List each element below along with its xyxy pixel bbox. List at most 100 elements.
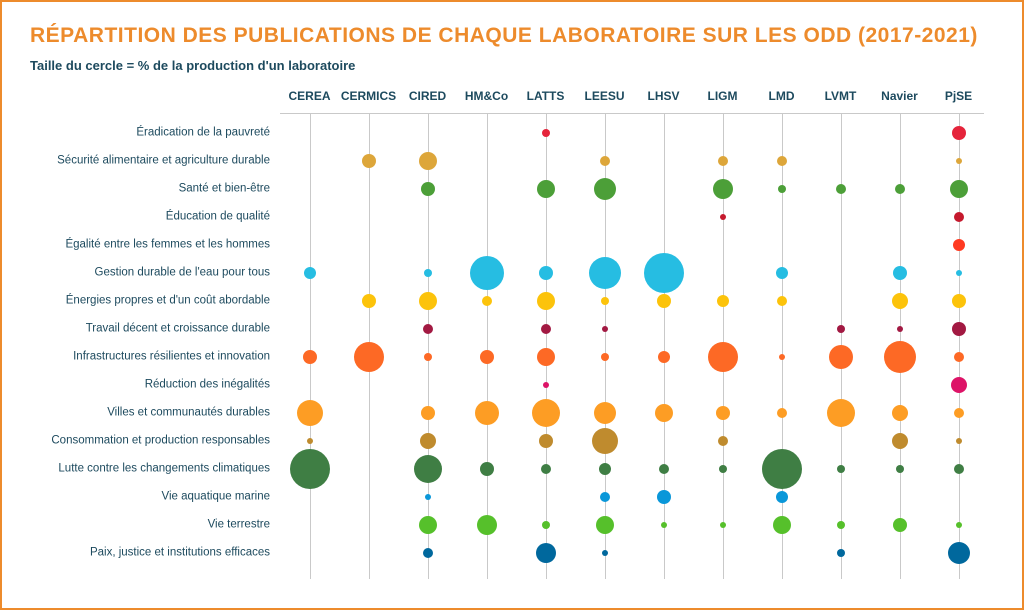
row-label: Gestion durable de l'eau pour tous <box>30 267 270 280</box>
row-label: Villes et communautés durables <box>30 407 270 420</box>
bubble <box>777 156 787 166</box>
bubble <box>659 464 669 474</box>
bubble <box>600 492 610 502</box>
bubble <box>657 490 671 504</box>
bubble <box>601 353 609 361</box>
row-label: Infrastructures résilientes et innovatio… <box>30 351 270 364</box>
bubble <box>423 324 433 334</box>
bubble <box>892 293 908 309</box>
bubble <box>419 292 437 310</box>
bubble <box>541 324 551 334</box>
bubble-layer <box>280 119 994 589</box>
row-label: Consommation et production responsables <box>30 435 270 448</box>
bubble <box>599 463 611 475</box>
bubble <box>541 464 551 474</box>
bubble <box>419 152 437 170</box>
bubble <box>475 401 499 425</box>
bubble <box>892 433 908 449</box>
bubble <box>897 326 903 332</box>
row-label: Réduction des inégalités <box>30 379 270 392</box>
bubble <box>762 449 802 489</box>
bubble <box>424 269 432 277</box>
bubble <box>895 184 905 194</box>
bubble <box>425 494 431 500</box>
bubble <box>776 491 788 503</box>
column-header: LIGM <box>708 89 738 103</box>
row-label: Lutte contre les changements climatiques <box>30 463 270 476</box>
row-label: Énergies propres et d'un coût abordable <box>30 295 270 308</box>
bubble <box>589 257 621 289</box>
bubble <box>836 184 846 194</box>
bubble <box>303 350 317 364</box>
bubble <box>421 406 435 420</box>
bubble <box>655 404 673 422</box>
bubble <box>421 182 435 196</box>
row-label: Vie aquatique marine <box>30 491 270 504</box>
column-header: CEREA <box>288 89 330 103</box>
bubble <box>896 465 904 473</box>
column-header: LEESU <box>584 89 624 103</box>
bubble <box>424 353 432 361</box>
column-header: LMD <box>769 89 795 103</box>
bubble <box>952 322 966 336</box>
bubble <box>718 156 728 166</box>
bubble <box>414 455 442 483</box>
bubble <box>482 296 492 306</box>
bubble <box>773 516 791 534</box>
bubble <box>477 515 497 535</box>
bubble <box>956 158 962 164</box>
bubble <box>304 267 316 279</box>
bubble <box>542 129 550 137</box>
bubble <box>954 352 964 362</box>
row-label: Vie terrestre <box>30 519 270 532</box>
bubble <box>362 294 376 308</box>
bubble <box>778 185 786 193</box>
bubble <box>708 342 738 372</box>
bubble <box>594 178 616 200</box>
bubble <box>423 548 433 558</box>
bubble <box>720 214 726 220</box>
bubble <box>480 350 494 364</box>
bubble <box>716 406 730 420</box>
bubble <box>837 465 845 473</box>
bubble <box>837 521 845 529</box>
bubble <box>884 341 916 373</box>
bubble <box>950 180 968 198</box>
column-header: LATTS <box>527 89 565 103</box>
column-header: LVMT <box>825 89 857 103</box>
column-header: CERMICS <box>341 89 396 103</box>
bubble <box>600 156 610 166</box>
bubble <box>952 294 966 308</box>
bubble <box>951 377 967 393</box>
column-header: HM&Co <box>465 89 508 103</box>
bubble <box>893 518 907 532</box>
column-header: CIRED <box>409 89 446 103</box>
bubble <box>602 550 608 556</box>
column-headers: CEREACERMICSCIREDHM&CoLATTSLEESULHSVLIGM… <box>280 89 994 115</box>
bubble <box>537 180 555 198</box>
bubble <box>354 342 384 372</box>
chart-title: RÉPARTITION DES PUBLICATIONS DE CHAQUE L… <box>30 24 994 48</box>
bubble <box>542 521 550 529</box>
bubble <box>601 297 609 305</box>
bubble <box>718 436 728 446</box>
bubble-matrix-chart: CEREACERMICSCIREDHM&CoLATTSLEESULHSVLIGM… <box>30 89 994 589</box>
row-label: Sécurité alimentaire et agriculture dura… <box>30 155 270 168</box>
bubble <box>954 212 964 222</box>
column-header: Navier <box>881 89 918 103</box>
bubble <box>537 348 555 366</box>
bubble <box>713 179 733 199</box>
bubble <box>779 354 785 360</box>
row-label: Santé et bien-être <box>30 183 270 196</box>
row-label: Égalité entre les femmes et les hommes <box>30 239 270 252</box>
bubble <box>420 433 436 449</box>
column-header: PjSE <box>945 89 972 103</box>
bubble <box>543 382 549 388</box>
bubble <box>362 154 376 168</box>
bubble <box>948 542 970 564</box>
bubble <box>290 449 330 489</box>
row-label: Éradication de la pauvreté <box>30 127 270 140</box>
bubble <box>837 549 845 557</box>
bubble <box>954 464 964 474</box>
bubble <box>956 438 962 444</box>
